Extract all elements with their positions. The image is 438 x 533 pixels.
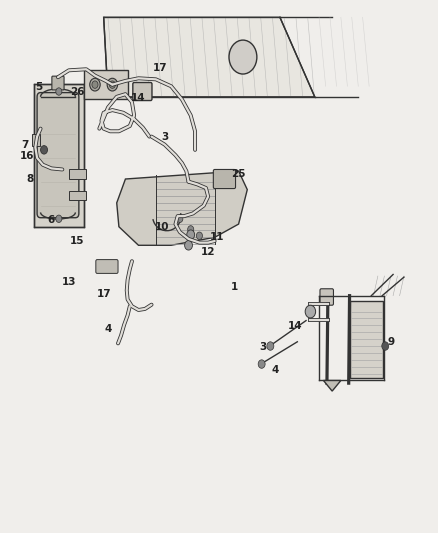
Circle shape (110, 81, 116, 88)
FancyBboxPatch shape (133, 83, 152, 101)
Polygon shape (323, 381, 341, 391)
Text: 25: 25 (231, 169, 246, 179)
Circle shape (107, 78, 117, 91)
Text: 17: 17 (96, 289, 111, 299)
Circle shape (258, 360, 265, 368)
Bar (69, 191, 86, 200)
Circle shape (185, 240, 192, 250)
Text: 9: 9 (387, 337, 395, 347)
Circle shape (229, 40, 257, 74)
Circle shape (187, 230, 194, 239)
Circle shape (90, 78, 100, 91)
Text: 3: 3 (259, 342, 266, 352)
Text: 15: 15 (71, 236, 85, 246)
Text: 12: 12 (201, 247, 215, 257)
Text: 14: 14 (288, 321, 303, 331)
Text: 5: 5 (35, 82, 42, 92)
FancyBboxPatch shape (96, 260, 118, 273)
Text: 17: 17 (153, 63, 168, 72)
Text: 6: 6 (48, 215, 55, 225)
Text: 14: 14 (131, 93, 146, 103)
Text: 13: 13 (62, 277, 76, 287)
Text: 26: 26 (71, 86, 85, 96)
Polygon shape (104, 17, 315, 97)
Circle shape (187, 225, 194, 233)
FancyBboxPatch shape (37, 93, 79, 217)
FancyBboxPatch shape (320, 289, 333, 305)
Circle shape (92, 81, 98, 88)
Circle shape (267, 342, 274, 350)
Bar (69, 169, 86, 179)
Polygon shape (117, 171, 247, 245)
Text: 11: 11 (209, 232, 224, 243)
Circle shape (177, 215, 183, 222)
Bar (350, 301, 383, 378)
Text: 1: 1 (231, 281, 238, 292)
Bar (84, 70, 127, 100)
Circle shape (305, 305, 316, 318)
Text: 3: 3 (161, 132, 168, 142)
Text: 8: 8 (26, 174, 33, 184)
Circle shape (382, 342, 389, 350)
Text: 4: 4 (272, 365, 279, 375)
Text: 10: 10 (155, 222, 170, 232)
Text: 7: 7 (21, 140, 29, 150)
Circle shape (56, 215, 62, 222)
Text: 16: 16 (20, 151, 35, 161)
Circle shape (196, 232, 202, 239)
Bar (32, 134, 40, 146)
Circle shape (41, 146, 47, 154)
FancyBboxPatch shape (52, 76, 64, 90)
Circle shape (56, 88, 62, 95)
Bar (34, 84, 84, 227)
Text: 4: 4 (104, 324, 112, 334)
FancyBboxPatch shape (213, 169, 236, 189)
